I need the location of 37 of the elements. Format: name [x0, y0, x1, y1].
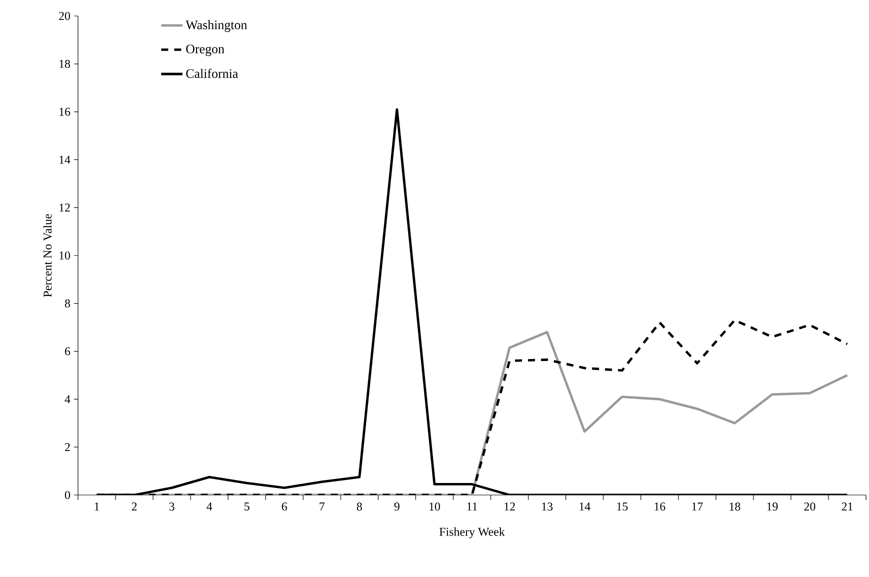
y-tick-label: 12: [60, 204, 70, 212]
x-tick-label: 1: [94, 502, 100, 510]
y-tick-label: 0: [64, 490, 70, 500]
x-tick-label: 16: [654, 502, 666, 511]
legend-label: Oregon: [186, 44, 224, 56]
x-tick-label: 15: [617, 502, 628, 511]
x-tick-label: 20: [804, 502, 816, 511]
x-tick-label: 12: [504, 502, 515, 510]
x-tick-label: 2: [132, 502, 137, 510]
x-tick-label: 21: [842, 502, 853, 510]
x-tick-label: 13: [542, 502, 553, 511]
x-tick-label: 10: [430, 502, 440, 511]
x-tick-label: 11: [467, 502, 478, 510]
x-tick-label: 7: [320, 502, 325, 510]
y-tick-label: 18: [60, 60, 70, 68]
legend-label: California: [186, 68, 238, 78]
x-tick-label: 17: [692, 502, 703, 510]
y-tick-label: 8: [64, 299, 70, 308]
x-tick-label: 5: [244, 502, 250, 510]
x-tick-label: 18: [730, 502, 740, 511]
x-tick-label: 6: [282, 502, 288, 511]
y-tick-label: 4: [64, 395, 70, 404]
x-axis-title: Fishery Week: [439, 527, 505, 538]
x-tick-label: 3: [169, 502, 174, 511]
x-tick-label: 4: [206, 502, 212, 510]
y-tick-label: 14: [60, 156, 70, 164]
y-tick-label: 6: [65, 347, 70, 356]
x-tick-label: 8: [356, 502, 362, 511]
x-tick-label: 9: [394, 502, 400, 511]
x-tick-label: 19: [767, 502, 778, 511]
y-tick-label: 10: [60, 251, 70, 260]
y-tick-label: 16: [60, 108, 70, 116]
y-tick-label: 20: [59, 12, 70, 20]
y-tick-label: 2: [65, 443, 70, 452]
x-tick-label: 14: [580, 502, 590, 510]
y-axis-title: Percent No Value: [43, 214, 52, 297]
legend-label: Washington: [186, 20, 248, 32]
